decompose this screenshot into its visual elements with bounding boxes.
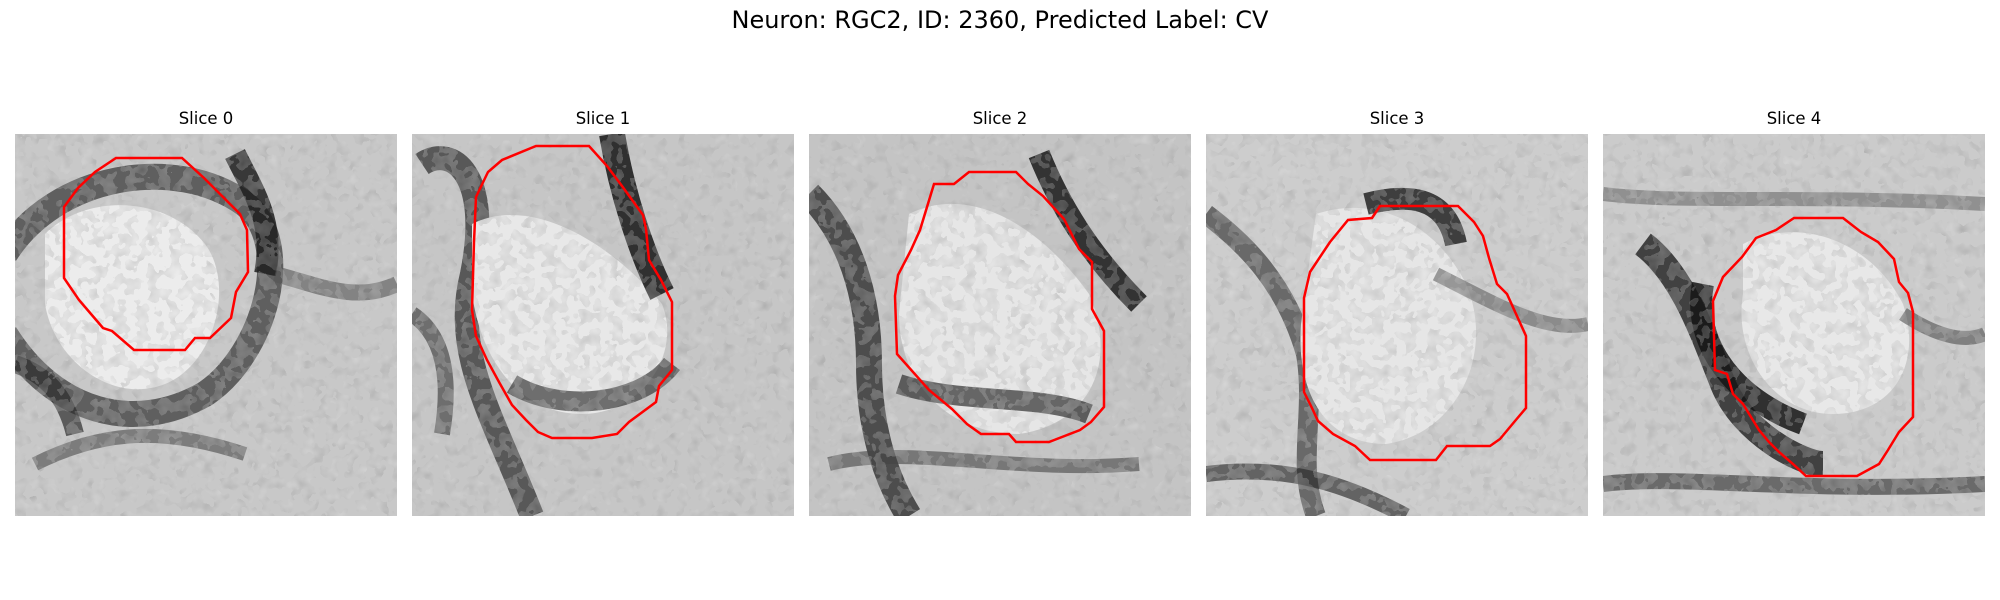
slice-panel-0: Slice 0 [15, 108, 397, 516]
slice-title-2: Slice 2 [972, 109, 1028, 128]
slice-panel-1: Slice 1 [412, 108, 794, 516]
slice-title-4: Slice 4 [1766, 109, 1822, 128]
contour-3 [1302, 204, 1528, 462]
slice-panel-4: Slice 4 [1603, 108, 1985, 516]
slice-title-3: Slice 3 [1369, 109, 1425, 128]
slice-panel-2: Slice 2 [809, 108, 1191, 516]
contour-0 [62, 156, 250, 352]
contour-2 [893, 170, 1106, 444]
figure-title: Neuron: RGC2, ID: 2360, Predicted Label:… [731, 6, 1269, 34]
slice-image-4 [1603, 134, 1985, 516]
contour-4 [1711, 216, 1915, 478]
slice-title-1: Slice 1 [575, 109, 631, 128]
slice-image-2 [809, 134, 1191, 516]
slice-panel-3: Slice 3 [1206, 108, 1588, 516]
slice-image-3 [1206, 134, 1588, 516]
contour-1 [470, 144, 674, 440]
slice-image-1 [412, 134, 794, 516]
slice-title-0: Slice 0 [178, 109, 234, 128]
slice-image-0 [15, 134, 397, 516]
